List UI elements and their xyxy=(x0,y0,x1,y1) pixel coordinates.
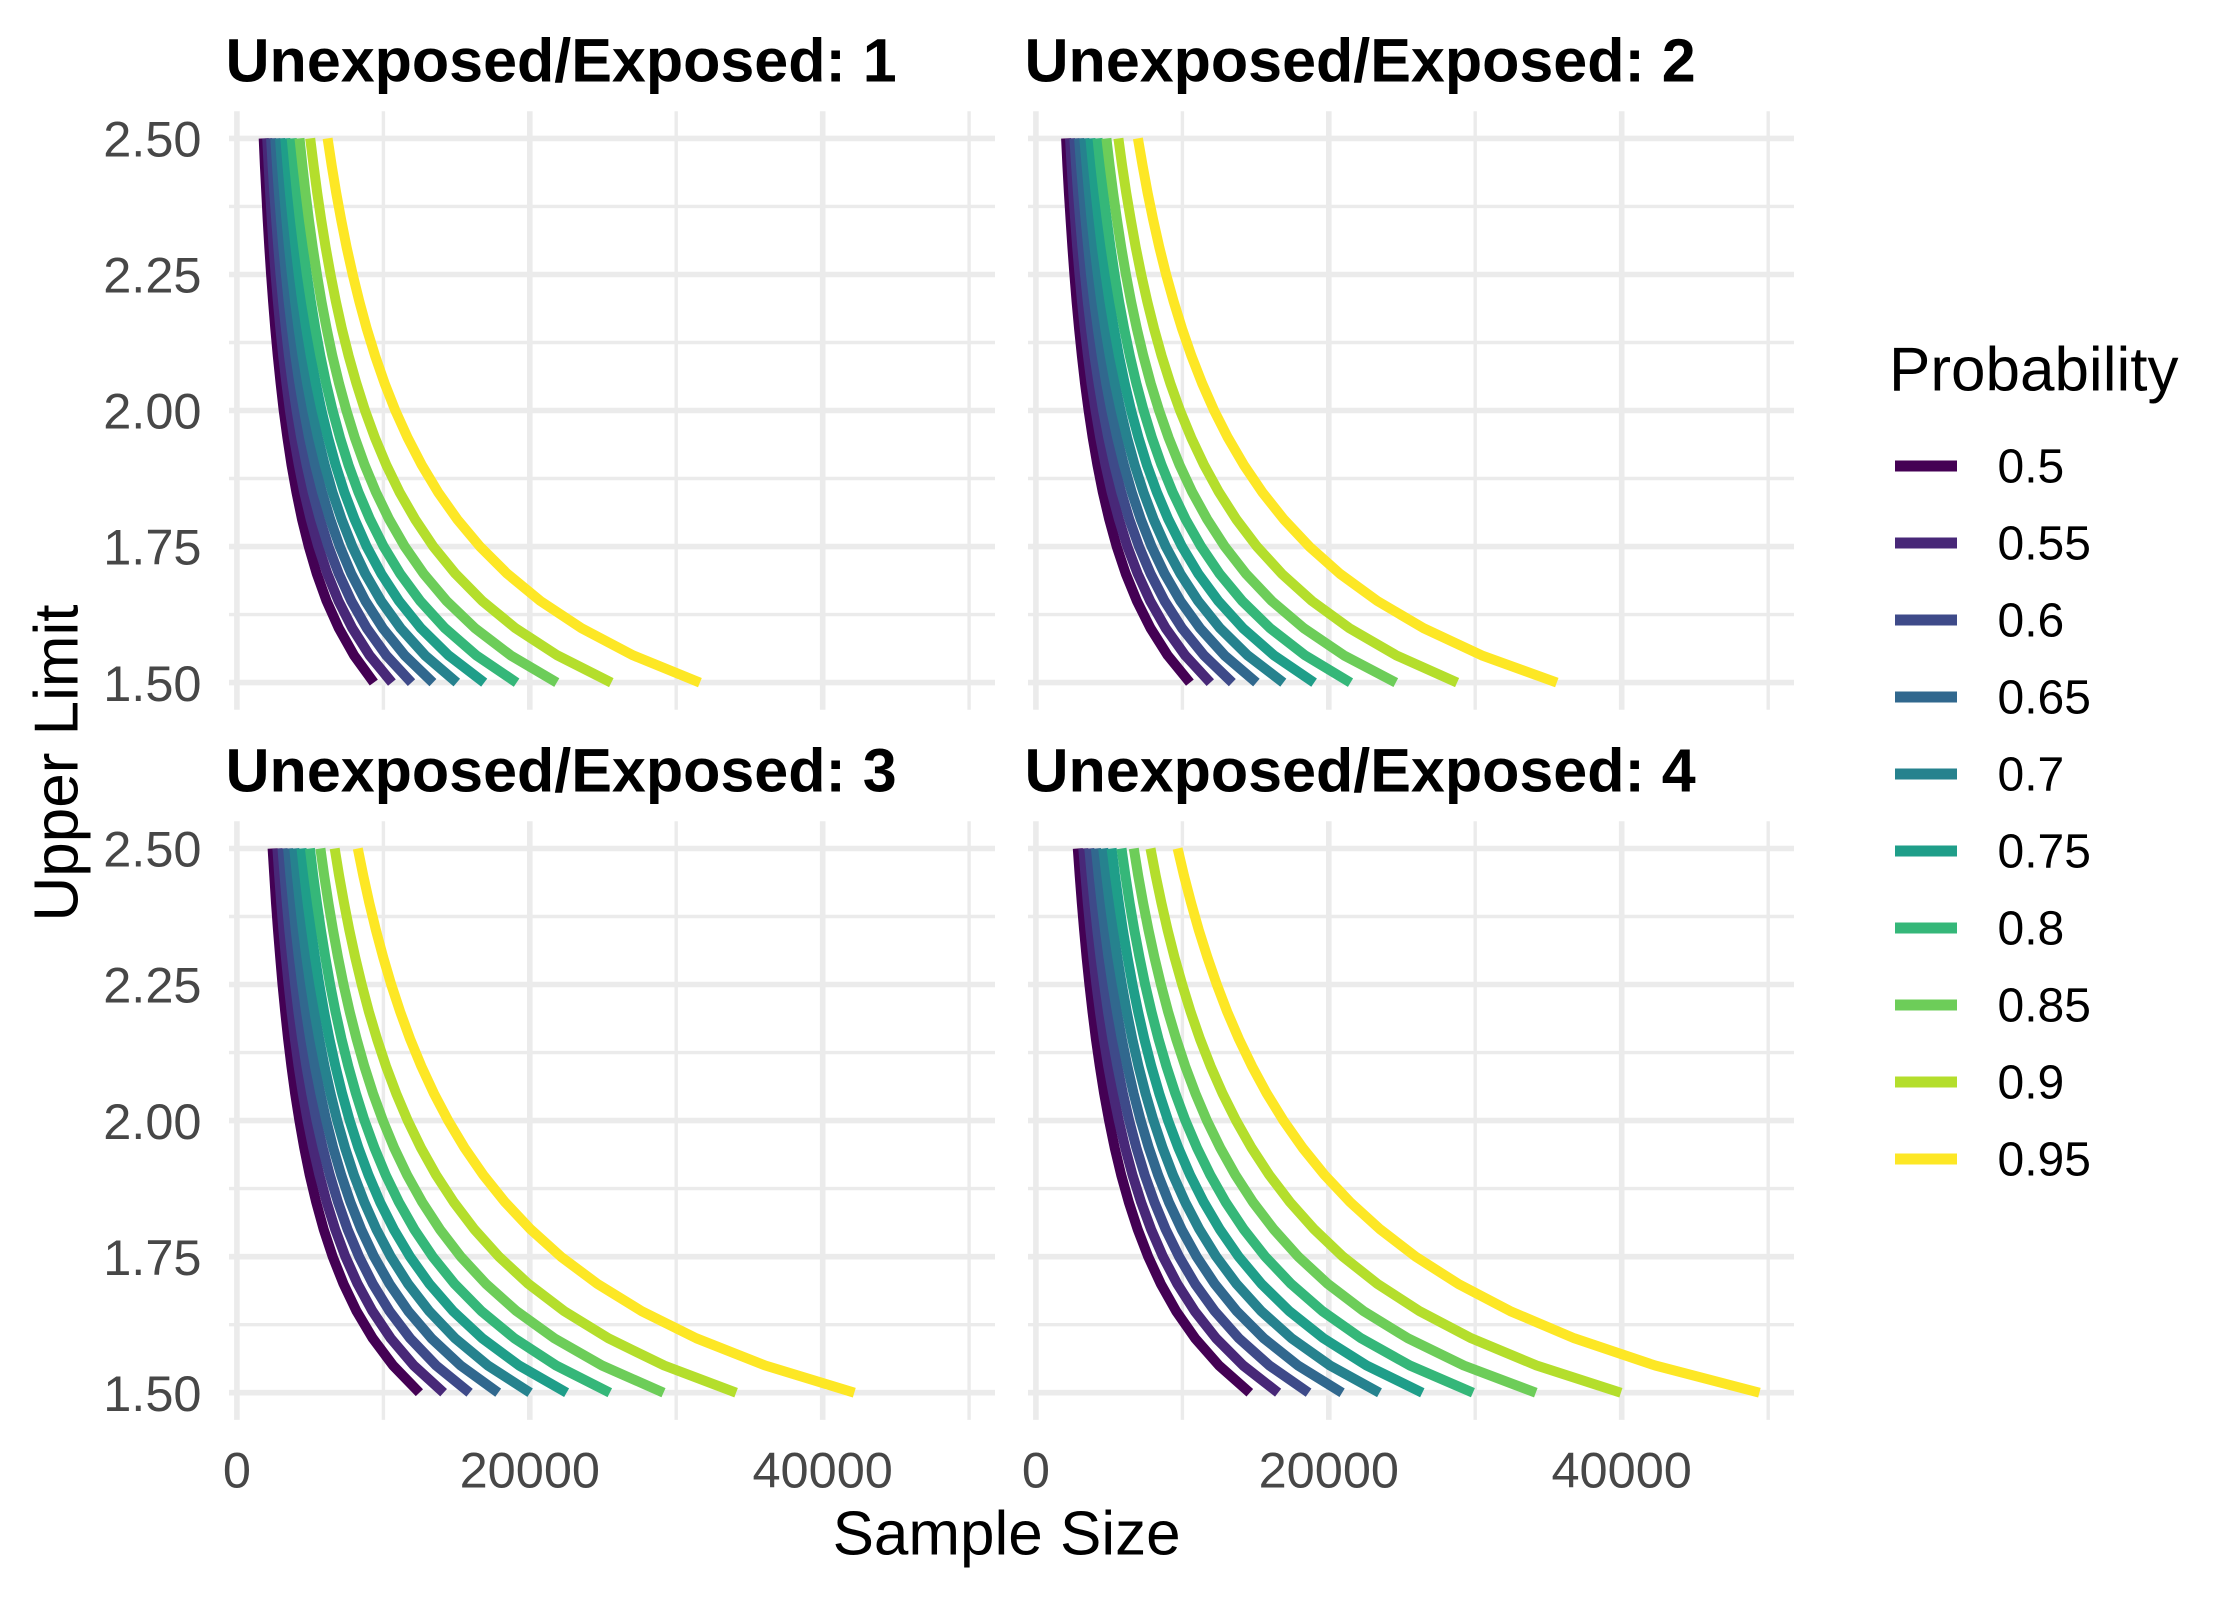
svg-text:0.5: 0.5 xyxy=(1998,441,2065,494)
svg-text:Unexposed/Exposed: 2: Unexposed/Exposed: 2 xyxy=(1025,27,1696,95)
svg-text:Sample Size: Sample Size xyxy=(833,1500,1181,1569)
svg-text:20000: 20000 xyxy=(1259,1442,1399,1499)
svg-text:Unexposed/Exposed: 4: Unexposed/Exposed: 4 xyxy=(1025,737,1696,805)
svg-text:Upper Limit: Upper Limit xyxy=(23,605,92,922)
svg-text:Unexposed/Exposed: 3: Unexposed/Exposed: 3 xyxy=(226,737,897,805)
svg-text:1.75: 1.75 xyxy=(103,1229,201,1286)
svg-text:0.9: 0.9 xyxy=(1998,1057,2065,1110)
svg-text:0: 0 xyxy=(223,1442,251,1499)
svg-text:0.85: 0.85 xyxy=(1998,980,2091,1033)
svg-text:Unexposed/Exposed: 1: Unexposed/Exposed: 1 xyxy=(226,27,897,95)
svg-text:0.8: 0.8 xyxy=(1998,903,2065,956)
svg-text:40000: 40000 xyxy=(1551,1442,1691,1499)
svg-text:0.65: 0.65 xyxy=(1998,672,2091,725)
svg-text:0.7: 0.7 xyxy=(1998,749,2065,802)
svg-text:0.95: 0.95 xyxy=(1998,1134,2091,1187)
svg-text:0.75: 0.75 xyxy=(1998,826,2091,879)
svg-text:1.50: 1.50 xyxy=(103,655,201,712)
svg-text:20000: 20000 xyxy=(460,1442,600,1499)
svg-text:2.50: 2.50 xyxy=(103,821,201,878)
svg-text:2.00: 2.00 xyxy=(103,383,201,440)
svg-text:0: 0 xyxy=(1022,1442,1050,1499)
svg-text:2.25: 2.25 xyxy=(103,957,201,1014)
svg-text:40000: 40000 xyxy=(752,1442,892,1499)
svg-text:2.50: 2.50 xyxy=(103,111,201,168)
svg-text:0.6: 0.6 xyxy=(1998,595,2065,648)
svg-text:2.25: 2.25 xyxy=(103,247,201,304)
svg-text:2.00: 2.00 xyxy=(103,1093,201,1150)
svg-text:1.75: 1.75 xyxy=(103,519,201,576)
svg-text:0.55: 0.55 xyxy=(1998,518,2091,571)
svg-text:1.50: 1.50 xyxy=(103,1365,201,1422)
svg-text:Probability: Probability xyxy=(1889,336,2178,405)
